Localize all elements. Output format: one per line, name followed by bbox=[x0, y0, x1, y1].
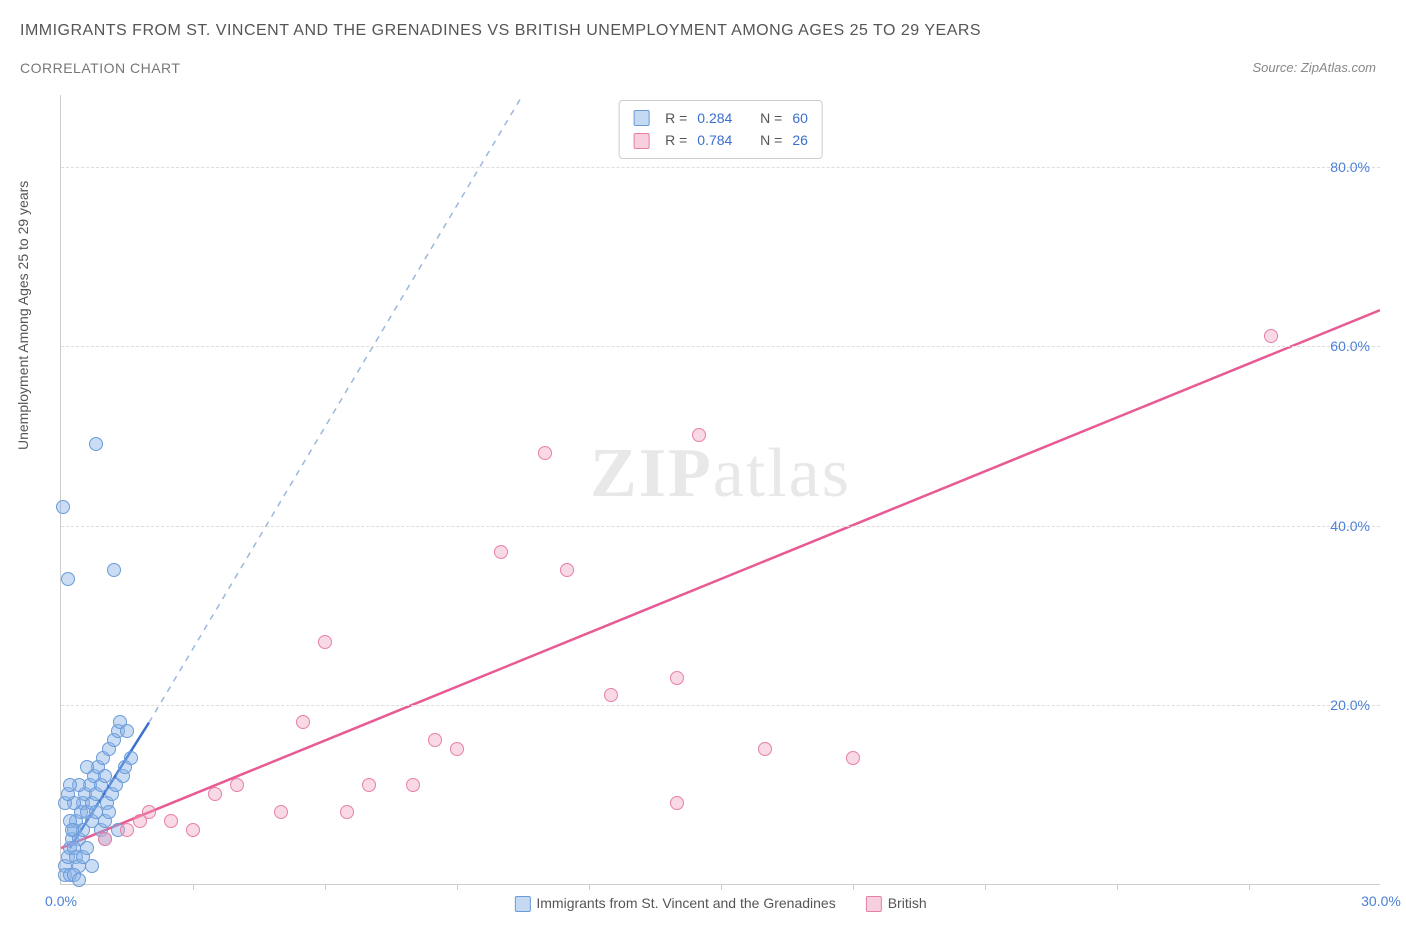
stat-r-label: R = bbox=[665, 129, 687, 151]
data-point-pink bbox=[274, 805, 288, 819]
data-point-pink bbox=[406, 778, 420, 792]
swatch-pink-icon bbox=[866, 896, 882, 912]
data-point-blue bbox=[120, 724, 134, 738]
gridline bbox=[61, 167, 1380, 168]
data-point-blue bbox=[56, 500, 70, 514]
stat-n-label: N = bbox=[760, 129, 782, 151]
data-point-pink bbox=[428, 733, 442, 747]
data-point-pink bbox=[186, 823, 200, 837]
correlation-stats-box: R = 0.284 N = 60R = 0.784 N = 26 bbox=[618, 100, 823, 159]
swatch-pink-icon bbox=[633, 133, 649, 149]
data-point-pink bbox=[670, 796, 684, 810]
data-point-blue bbox=[102, 805, 116, 819]
stat-r-value: 0.784 bbox=[697, 129, 732, 151]
stat-n-value: 26 bbox=[792, 129, 808, 151]
gridline bbox=[61, 346, 1380, 347]
data-point-pink bbox=[1264, 329, 1278, 343]
chart-plot-area: ZIPatlas R = 0.284 N = 60R = 0.784 N = 2… bbox=[60, 95, 1380, 885]
data-point-blue bbox=[124, 751, 138, 765]
stats-row-pink: R = 0.784 N = 26 bbox=[633, 129, 808, 151]
data-point-blue bbox=[72, 873, 86, 887]
stat-r-value: 0.284 bbox=[697, 107, 732, 129]
x-tick-mark bbox=[457, 884, 458, 890]
data-point-blue bbox=[85, 859, 99, 873]
x-tick-mark bbox=[325, 884, 326, 890]
data-point-pink bbox=[142, 805, 156, 819]
legend-bottom: Immigrants from St. Vincent and the Gren… bbox=[514, 895, 926, 912]
legend-item-pink: British bbox=[866, 895, 927, 912]
watermark-rest: atlas bbox=[713, 435, 851, 512]
data-point-pink bbox=[164, 814, 178, 828]
data-point-pink bbox=[758, 742, 772, 756]
y-axis-label: Unemployment Among Ages 25 to 29 years bbox=[15, 181, 31, 450]
gridline bbox=[61, 526, 1380, 527]
x-tick-mark bbox=[589, 884, 590, 890]
data-point-pink bbox=[362, 778, 376, 792]
stat-n-value: 60 bbox=[792, 107, 808, 129]
chart-title: IMMIGRANTS FROM ST. VINCENT AND THE GREN… bbox=[20, 22, 981, 40]
data-point-pink bbox=[296, 715, 310, 729]
data-point-blue bbox=[63, 778, 77, 792]
gridline bbox=[61, 705, 1380, 706]
x-tick-mark bbox=[1117, 884, 1118, 890]
y-tick-label: 20.0% bbox=[1330, 697, 1370, 713]
data-point-pink bbox=[120, 823, 134, 837]
data-point-pink bbox=[692, 428, 706, 442]
data-point-pink bbox=[98, 832, 112, 846]
data-point-pink bbox=[230, 778, 244, 792]
source-attribution: Source: ZipAtlas.com bbox=[1252, 60, 1376, 75]
data-point-pink bbox=[450, 742, 464, 756]
data-point-pink bbox=[670, 671, 684, 685]
y-tick-label: 80.0% bbox=[1330, 159, 1370, 175]
y-tick-label: 40.0% bbox=[1330, 518, 1370, 534]
x-tick-mark bbox=[985, 884, 986, 890]
trend-lines-svg bbox=[61, 95, 1380, 884]
data-point-pink bbox=[538, 446, 552, 460]
legend-label: Immigrants from St. Vincent and the Gren… bbox=[536, 895, 835, 911]
data-point-blue bbox=[61, 572, 75, 586]
x-tick-mark bbox=[721, 884, 722, 890]
legend-item-blue: Immigrants from St. Vincent and the Gren… bbox=[514, 895, 835, 912]
data-point-pink bbox=[846, 751, 860, 765]
stats-row-blue: R = 0.284 N = 60 bbox=[633, 107, 808, 129]
data-point-blue bbox=[80, 841, 94, 855]
x-tick-label: 30.0% bbox=[1361, 893, 1401, 909]
watermark: ZIPatlas bbox=[590, 434, 851, 514]
data-point-blue bbox=[89, 437, 103, 451]
data-point-blue bbox=[80, 760, 94, 774]
data-point-pink bbox=[318, 635, 332, 649]
watermark-bold: ZIP bbox=[590, 435, 713, 512]
data-point-blue bbox=[107, 563, 121, 577]
x-tick-mark bbox=[193, 884, 194, 890]
stat-n-label: N = bbox=[760, 107, 782, 129]
data-point-pink bbox=[494, 545, 508, 559]
x-tick-mark bbox=[853, 884, 854, 890]
data-point-pink bbox=[340, 805, 354, 819]
swatch-blue-icon bbox=[633, 110, 649, 126]
data-point-pink bbox=[604, 688, 618, 702]
data-point-blue bbox=[65, 823, 79, 837]
x-tick-mark bbox=[1249, 884, 1250, 890]
legend-label: British bbox=[888, 895, 927, 911]
x-tick-label: 0.0% bbox=[45, 893, 77, 909]
chart-subtitle: CORRELATION CHART bbox=[20, 60, 180, 76]
data-point-pink bbox=[208, 787, 222, 801]
y-tick-label: 60.0% bbox=[1330, 338, 1370, 354]
swatch-blue-icon bbox=[514, 896, 530, 912]
data-point-pink bbox=[560, 563, 574, 577]
stat-r-label: R = bbox=[665, 107, 687, 129]
